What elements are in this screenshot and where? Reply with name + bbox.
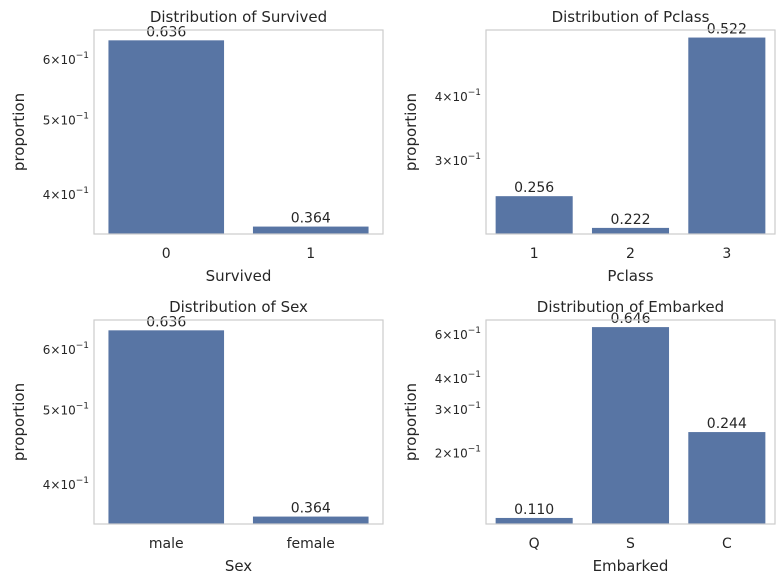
subplot-4: 0.110 0.646 0.244 Q S C 2×10−1 3×10−1 4×10−1 6×10…	[402, 298, 776, 575]
x-tick-label: female	[287, 536, 335, 552]
bar-female	[252, 516, 369, 524]
data-label: 0.364	[291, 501, 331, 517]
x-axis-label: Embarked	[593, 557, 669, 575]
y-tick-label: 6×10−1	[43, 341, 89, 357]
axes-frame	[485, 319, 776, 525]
x-axis-label: Pclass	[607, 267, 653, 285]
bar-C	[688, 432, 766, 524]
data-label: 0.646	[610, 311, 650, 327]
data-label: 0.256	[514, 180, 554, 196]
x-tick-label: 1	[306, 246, 315, 262]
y-tick-label: 5×10−1	[43, 402, 89, 418]
y-axis-label: proportion	[402, 93, 420, 171]
y-axis-label: proportion	[402, 383, 420, 461]
y-tick-label: 2×10−1	[435, 445, 481, 461]
data-label: 0.110	[514, 502, 554, 518]
bar-2	[591, 227, 670, 234]
y-tick-label: 3×10−1	[435, 401, 481, 417]
chart-title: Distribution of Embarked	[537, 298, 724, 316]
bar-0	[108, 40, 225, 234]
y-tick-label: 4×10−1	[435, 88, 481, 104]
subplot-3: 0.636 0.364 male female 4×10−1 5×10−1 6×10−1 Di…	[10, 298, 384, 575]
bar-1	[252, 226, 369, 234]
x-tick-label: male	[149, 536, 184, 552]
x-tick-label: Q	[529, 536, 540, 552]
x-tick-label: 1	[530, 246, 539, 262]
y-tick-label: 4×10−1	[435, 370, 481, 386]
data-label: 0.364	[291, 211, 331, 227]
bar-S	[591, 327, 670, 524]
bar-1	[495, 196, 573, 234]
x-tick-label: 2	[626, 246, 635, 262]
y-tick-label: 6×10−1	[435, 326, 481, 342]
axes-frame	[93, 319, 384, 525]
x-tick-label: S	[626, 536, 635, 552]
y-axis-label: proportion	[10, 383, 28, 461]
y-tick-label: 4×10−1	[43, 476, 89, 492]
data-label: 0.244	[707, 416, 747, 432]
subplot-1: 0.636 0.364 0 1 4×10−1 5×10−1 6×10−1 Distributi…	[10, 8, 384, 285]
axes-frame	[485, 29, 776, 235]
bar-Q	[495, 517, 573, 524]
chart-title: Distribution of Survived	[150, 8, 327, 26]
axes-frame	[93, 29, 384, 235]
x-axis-label: Sex	[225, 557, 252, 575]
x-axis-label: Survived	[206, 267, 272, 285]
subplots: 0.636 0.364 0 1 4×10−1 5×10−1 6×10−1 Distributi…	[10, 8, 776, 575]
y-tick-label: 4×10−1	[43, 186, 89, 202]
y-tick-label: 3×10−1	[435, 152, 481, 168]
y-tick-label: 5×10−1	[43, 112, 89, 128]
data-label: 0.636	[146, 24, 186, 40]
x-tick-label: 3	[722, 246, 731, 262]
bar-male	[108, 330, 225, 524]
y-tick-label: 6×10−1	[43, 51, 89, 67]
bar-3	[688, 37, 766, 234]
x-tick-label: 0	[162, 246, 171, 262]
chart-title: Distribution of Sex	[169, 298, 308, 316]
y-axis-label: proportion	[10, 93, 28, 171]
x-tick-label: C	[722, 536, 732, 552]
data-label: 0.222	[610, 212, 650, 228]
data-label: 0.636	[146, 314, 186, 330]
chart-title: Distribution of Pclass	[552, 8, 710, 26]
